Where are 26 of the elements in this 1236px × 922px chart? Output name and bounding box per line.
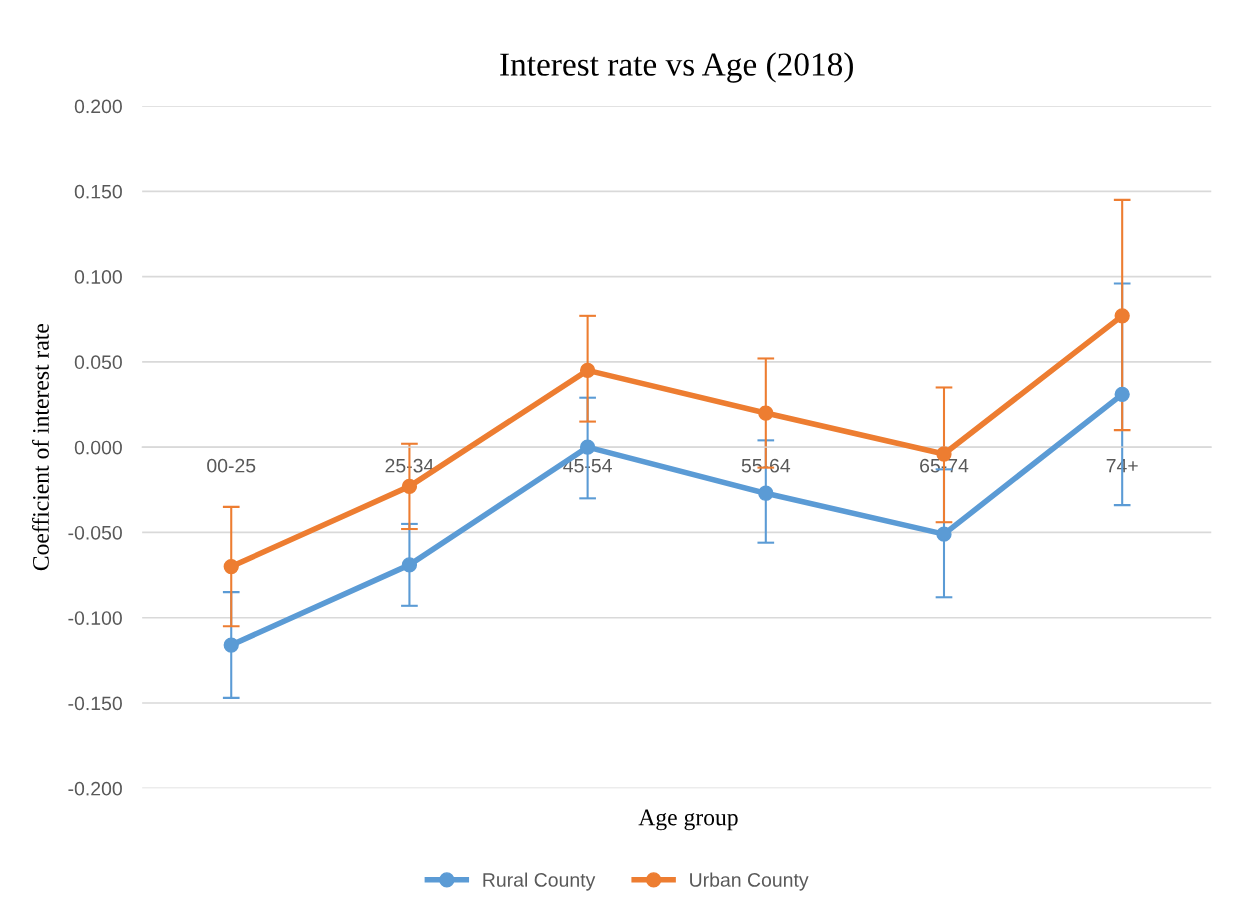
point (401, 478, 418, 495)
y-tick-label: 0.000 (74, 440, 122, 455)
point (223, 558, 239, 575)
point (579, 362, 596, 379)
y-tick-label: -0.050 (68, 525, 122, 540)
point (758, 405, 774, 421)
y-tick-label: 0.200 (74, 99, 122, 114)
y-tick-label: 0.100 (74, 270, 122, 284)
point (223, 637, 239, 653)
y-tick-label: 0.050 (74, 355, 122, 370)
point (401, 557, 418, 573)
point (758, 485, 774, 501)
chart-title: Interest rate vs Age (2018) (500, 52, 853, 83)
x-tick-label: 00-25 (207, 458, 256, 473)
point (936, 526, 952, 542)
y-axis-title: Coefficient of interest rate (32, 323, 49, 571)
y-tick-label: -0.150 (68, 696, 122, 711)
point (579, 439, 596, 455)
y-tick-label: -0.200 (68, 781, 122, 796)
legend-label: Rural County (483, 872, 596, 891)
y-tick-label: -0.100 (68, 611, 122, 625)
point (1114, 386, 1130, 402)
y-tick-label: 0.150 (74, 184, 122, 199)
x-axis-title: Age group (638, 809, 738, 831)
legend-label: Urban County (690, 872, 809, 891)
point (1114, 308, 1130, 324)
